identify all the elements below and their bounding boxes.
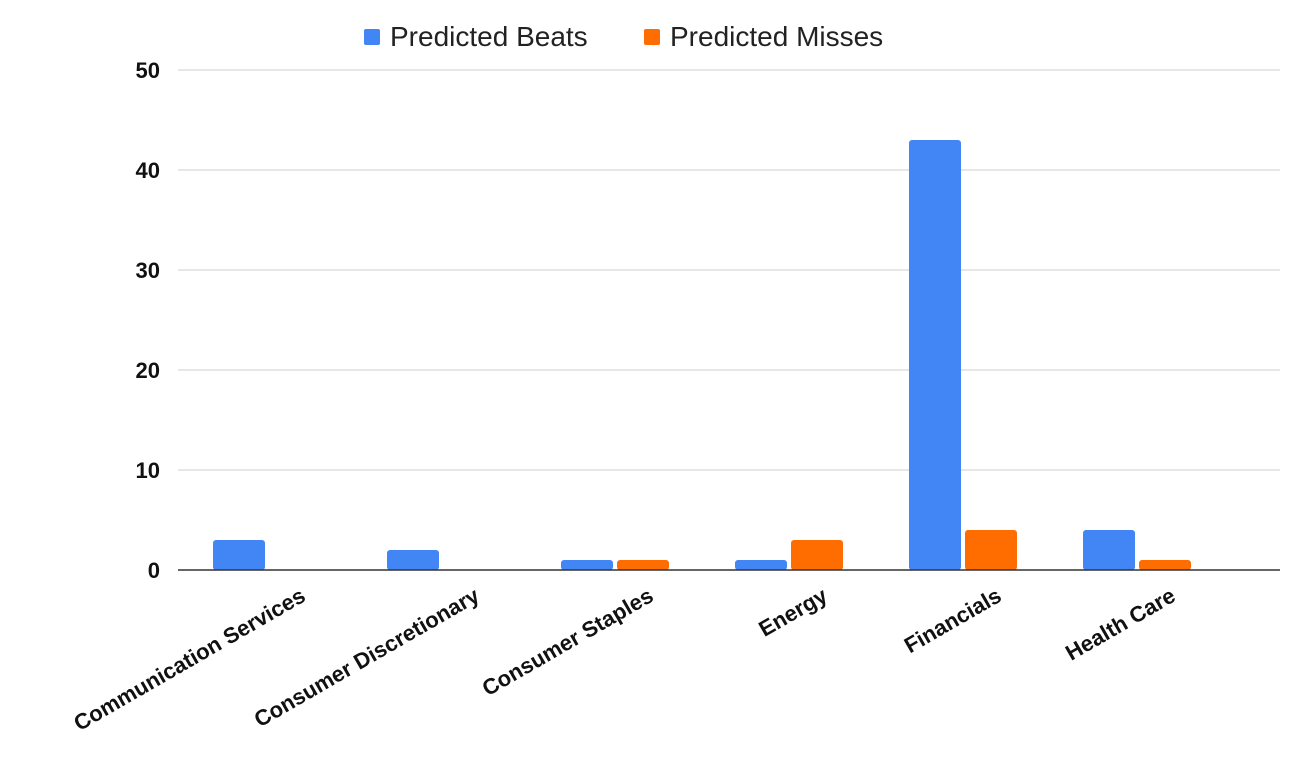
legend-swatch-predicted-misses (644, 29, 660, 45)
x-tick-label-financials: Financials (900, 583, 1006, 658)
legend-label-predicted-beats: Predicted Beats (390, 21, 588, 52)
bar-predicted-misses-financials (965, 530, 1017, 570)
bar-predicted-misses-energy (791, 540, 843, 570)
bar-predicted-misses-health-care (1139, 560, 1191, 570)
x-tick-label-energy: Energy (754, 582, 832, 641)
bars (213, 140, 1191, 570)
y-tick-label-10: 10 (136, 458, 160, 483)
bar-predicted-beats-consumer-staples (561, 560, 613, 570)
bar-predicted-beats-communication-services (213, 540, 265, 570)
bar-predicted-beats-financials (909, 140, 961, 570)
y-tick-label-0: 0 (148, 558, 160, 583)
bar-predicted-misses-consumer-staples (617, 560, 669, 570)
y-tick-label-20: 20 (136, 358, 160, 383)
x-tick-label-health-care: Health Care (1061, 583, 1179, 666)
y-tick-label-50: 50 (136, 58, 160, 83)
bar-predicted-beats-energy (735, 560, 787, 570)
y-axis-tick-labels: 0 10 20 30 40 50 (136, 58, 160, 583)
bar-predicted-beats-health-care (1083, 530, 1135, 570)
bar-predicted-beats-consumer-discretionary (387, 550, 439, 570)
legend: Predicted Beats Predicted Misses (364, 21, 883, 52)
legend-label-predicted-misses: Predicted Misses (670, 21, 883, 52)
gridlines (178, 69, 1280, 471)
x-tick-label-consumer-staples: Consumer Staples (478, 583, 658, 701)
y-tick-label-30: 30 (136, 258, 160, 283)
legend-swatch-predicted-beats (364, 29, 380, 45)
y-tick-label-40: 40 (136, 158, 160, 183)
